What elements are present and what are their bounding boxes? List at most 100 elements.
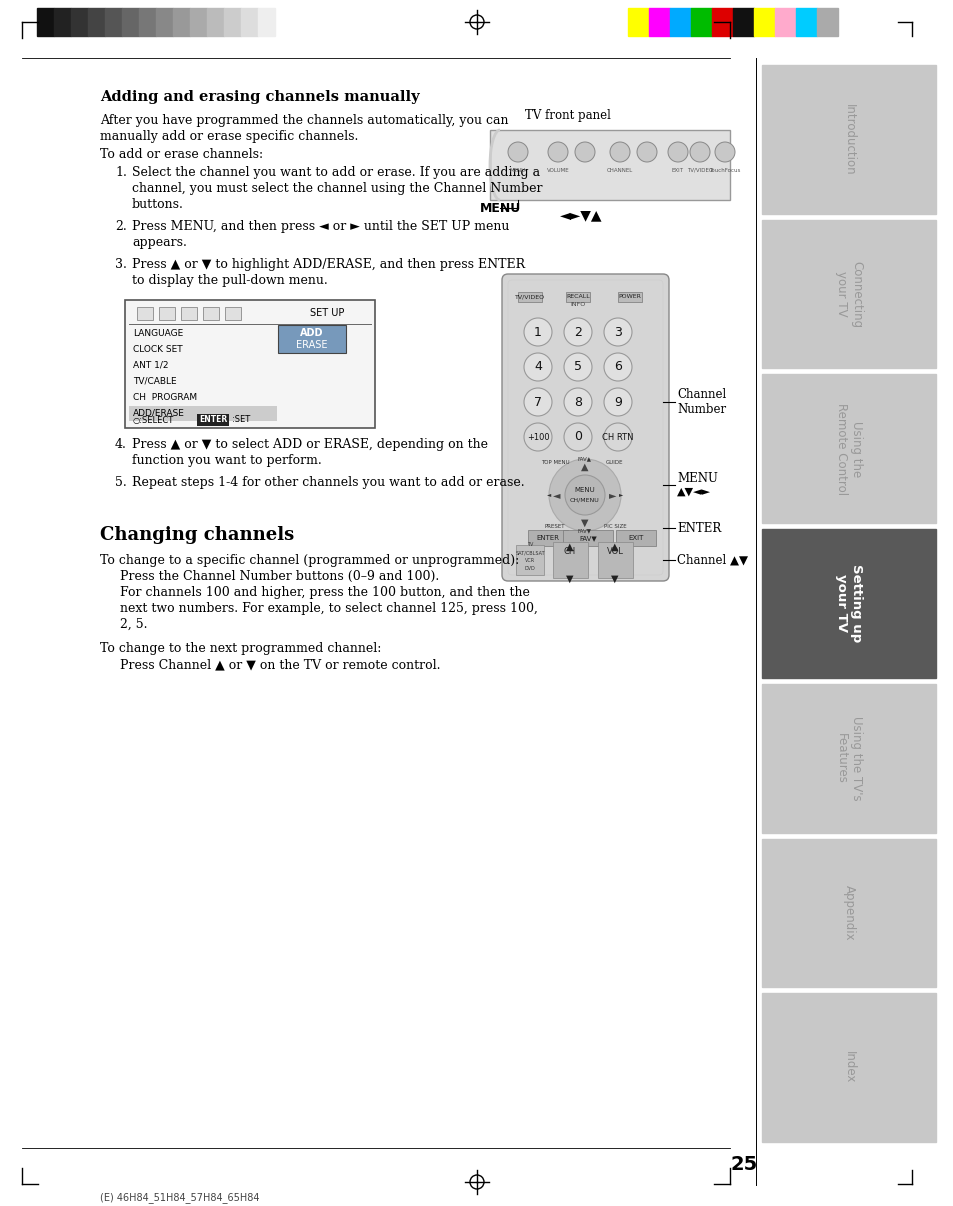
Bar <box>125 300 375 428</box>
Bar <box>122 8 139 36</box>
Text: Channel ▲▼: Channel ▲▼ <box>677 554 747 567</box>
Text: CLOCK SET: CLOCK SET <box>132 345 182 353</box>
Text: LANGUAGE: LANGUAGE <box>132 328 183 338</box>
Text: Press ▲ or ▼ to select ADD or ERASE, depending on the: Press ▲ or ▼ to select ADD or ERASE, dep… <box>132 438 488 451</box>
Bar <box>156 8 172 36</box>
Bar <box>129 406 276 421</box>
Text: ▼: ▼ <box>566 574 573 584</box>
Circle shape <box>603 318 631 346</box>
Bar <box>196 414 229 426</box>
Text: TV front panel: TV front panel <box>524 109 610 122</box>
Bar <box>517 292 541 302</box>
Text: After you have programmed the channels automatically, you can: After you have programmed the channels a… <box>100 115 508 127</box>
Text: TouchFocus: TouchFocus <box>709 168 740 172</box>
Text: Press Channel ▲ or ▼ on the TV or remote control.: Press Channel ▲ or ▼ on the TV or remote… <box>120 658 440 671</box>
Text: Index: Index <box>841 1052 855 1084</box>
Bar <box>627 8 648 36</box>
Circle shape <box>603 388 631 416</box>
Text: ▼: ▼ <box>580 519 588 528</box>
Bar <box>761 994 935 1142</box>
Bar <box>553 541 587 578</box>
Text: Appendix: Appendix <box>841 885 855 941</box>
Text: ANT 1/2: ANT 1/2 <box>132 361 169 369</box>
Bar <box>774 8 795 36</box>
Bar <box>139 8 156 36</box>
Text: ▲▼◄►: ▲▼◄► <box>677 487 710 497</box>
Bar <box>490 130 729 200</box>
Bar <box>732 8 753 36</box>
Text: +100: +100 <box>526 433 549 441</box>
Text: 8: 8 <box>574 396 581 409</box>
Text: buttons.: buttons. <box>132 198 184 211</box>
Bar <box>761 684 935 832</box>
Bar <box>277 324 346 353</box>
Text: ENTER: ENTER <box>677 521 720 534</box>
Circle shape <box>547 142 567 162</box>
Bar <box>565 292 589 302</box>
Text: ERASE: ERASE <box>296 340 328 350</box>
Text: To change to a specific channel (programmed or unprogrammed):: To change to a specific channel (program… <box>100 554 518 567</box>
Text: CH  PROGRAM: CH PROGRAM <box>132 392 197 402</box>
Circle shape <box>603 353 631 381</box>
Text: Using the
Remote Control: Using the Remote Control <box>834 403 862 494</box>
Text: TV/VIDEO: TV/VIDEO <box>686 168 712 172</box>
Bar <box>616 529 656 546</box>
Text: VCR: VCR <box>524 558 535 563</box>
Bar <box>669 8 690 36</box>
Bar <box>203 308 219 320</box>
Circle shape <box>563 318 592 346</box>
Text: 2, 5.: 2, 5. <box>120 617 148 631</box>
Text: 9: 9 <box>614 396 621 409</box>
Bar <box>190 8 207 36</box>
Text: Press ▲ or ▼ to highlight ADD/ERASE, and then press ENTER: Press ▲ or ▼ to highlight ADD/ERASE, and… <box>132 258 524 271</box>
Bar <box>618 292 641 302</box>
Text: ▼: ▼ <box>611 574 618 584</box>
Text: Adding and erasing channels manually: Adding and erasing channels manually <box>100 90 419 104</box>
Text: MENU: MENU <box>510 168 525 172</box>
Text: MENU: MENU <box>677 472 717 485</box>
Text: 2: 2 <box>574 326 581 339</box>
Bar <box>753 8 774 36</box>
Text: POWER: POWER <box>618 294 640 299</box>
Bar <box>795 8 816 36</box>
Text: PRESET: PRESET <box>544 525 565 529</box>
Circle shape <box>563 353 592 381</box>
Text: PIC SIZE: PIC SIZE <box>603 525 626 529</box>
Circle shape <box>507 142 527 162</box>
Circle shape <box>575 142 595 162</box>
Text: Introduction: Introduction <box>841 104 855 175</box>
Text: function you want to perform.: function you want to perform. <box>132 453 321 467</box>
Text: FAV▲: FAV▲ <box>578 457 592 462</box>
Text: CH/MENU: CH/MENU <box>570 498 599 503</box>
Text: FAV▼: FAV▼ <box>578 535 597 541</box>
Bar <box>88 8 105 36</box>
Bar <box>257 8 274 36</box>
Text: SAT/CBLSAT: SAT/CBLSAT <box>515 550 544 556</box>
Text: ►: ► <box>609 490 616 500</box>
Circle shape <box>667 142 687 162</box>
Text: ◄: ◄ <box>553 490 560 500</box>
Text: TOP MENU: TOP MENU <box>540 461 569 466</box>
Bar <box>761 219 935 368</box>
Text: DVD: DVD <box>524 567 535 572</box>
Text: 1: 1 <box>534 326 541 339</box>
Text: CH RTN: CH RTN <box>601 433 633 441</box>
Text: FAV▼: FAV▼ <box>578 528 592 533</box>
Circle shape <box>689 142 709 162</box>
Circle shape <box>714 142 734 162</box>
Text: EXIT: EXIT <box>628 535 643 541</box>
Text: Press the Channel Number buttons (0–9 and 100).: Press the Channel Number buttons (0–9 an… <box>120 570 438 582</box>
Text: MENU: MENU <box>574 487 595 493</box>
Circle shape <box>563 423 592 451</box>
Text: 6: 6 <box>614 361 621 374</box>
Bar <box>761 65 935 213</box>
Bar <box>172 8 190 36</box>
Text: ◄►▼▲: ◄►▼▲ <box>559 207 602 222</box>
Text: TV/CABLE: TV/CABLE <box>132 376 176 386</box>
Text: CH: CH <box>563 548 576 556</box>
Text: TV/VIDEO: TV/VIDEO <box>515 294 544 299</box>
Text: For channels 100 and higher, press the 100 button, and then the: For channels 100 and higher, press the 1… <box>120 586 529 599</box>
FancyBboxPatch shape <box>501 274 668 581</box>
Text: EXIT: EXIT <box>671 168 683 172</box>
Text: Channel
Number: Channel Number <box>677 388 725 416</box>
